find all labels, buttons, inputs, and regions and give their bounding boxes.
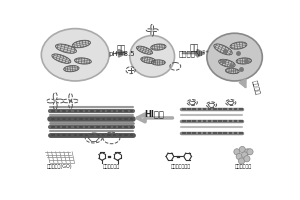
Ellipse shape	[130, 36, 175, 77]
Text: 氧化石墨烯(GO): 氧化石墨烯(GO)	[47, 164, 73, 169]
Ellipse shape	[230, 42, 247, 49]
Text: 柔顺性连接体: 柔顺性连接体	[103, 164, 120, 169]
Circle shape	[247, 149, 253, 155]
Ellipse shape	[72, 40, 91, 48]
Ellipse shape	[136, 46, 152, 54]
Circle shape	[234, 149, 240, 155]
Text: 搅拌: 搅拌	[117, 44, 126, 53]
Circle shape	[242, 152, 248, 158]
Ellipse shape	[152, 60, 165, 65]
Ellipse shape	[151, 44, 166, 50]
Ellipse shape	[74, 58, 92, 64]
Ellipse shape	[41, 29, 109, 81]
Circle shape	[244, 156, 250, 162]
Circle shape	[244, 149, 251, 155]
Ellipse shape	[214, 44, 232, 55]
Text: pH=8.5: pH=8.5	[108, 51, 135, 57]
Text: 搅拌: 搅拌	[190, 43, 199, 52]
Ellipse shape	[236, 58, 251, 64]
Ellipse shape	[219, 59, 235, 67]
Ellipse shape	[52, 54, 71, 63]
Text: 真空抽滤: 真空抽滤	[251, 79, 260, 95]
Circle shape	[239, 146, 245, 153]
Ellipse shape	[141, 57, 156, 64]
Ellipse shape	[207, 33, 262, 81]
Text: 固含量低连接体: 固含量低连接体	[171, 164, 191, 169]
Text: 镍离子纳米粒: 镍离子纳米粒	[235, 164, 253, 169]
Circle shape	[236, 153, 242, 160]
Text: 逐滴加入Ni²⁺: 逐滴加入Ni²⁺	[179, 49, 210, 57]
Ellipse shape	[56, 44, 76, 53]
Text: HI还原: HI还原	[144, 110, 164, 119]
Ellipse shape	[225, 68, 239, 74]
Circle shape	[238, 158, 244, 164]
Ellipse shape	[64, 66, 79, 72]
